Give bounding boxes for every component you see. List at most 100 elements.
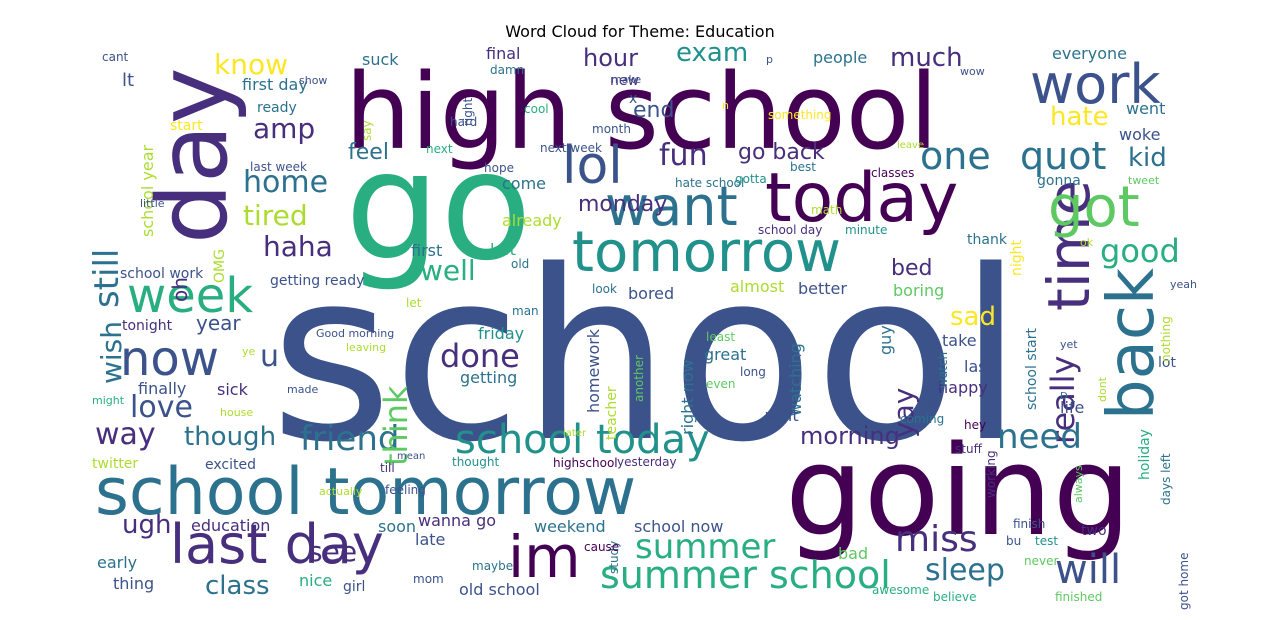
word-137: stuff <box>955 442 982 456</box>
word-43: see <box>308 535 358 568</box>
word-82: bored <box>628 284 675 303</box>
word-114: old school <box>459 580 540 599</box>
word-16: im <box>508 523 581 591</box>
word-115: bad <box>838 544 869 563</box>
word-67: start <box>170 118 203 134</box>
word-10: work <box>1030 53 1161 116</box>
word-19: summer school <box>600 553 891 597</box>
word-138: working <box>984 450 998 498</box>
word-185: little <box>140 197 165 210</box>
word-116: holiday <box>1137 429 1153 480</box>
word-172: say <box>360 120 374 141</box>
word-17: lol <box>562 136 623 196</box>
word-56: hour <box>583 44 638 72</box>
word-45: know <box>214 48 288 81</box>
word-27: sleep <box>925 553 1005 588</box>
word-140: hey <box>964 418 987 432</box>
word-191: might <box>92 394 125 407</box>
word-128: mom <box>413 572 444 586</box>
word-9: tomorrow <box>572 220 841 285</box>
word-112: weekend <box>534 517 606 536</box>
word-40: fun <box>659 138 708 173</box>
word-47: u <box>260 339 280 374</box>
word-71: everyone <box>1052 44 1127 63</box>
word-34: exam <box>676 38 749 68</box>
word-70: people <box>813 48 868 67</box>
word-139: always <box>1072 465 1085 503</box>
word-77: thank <box>967 232 1007 248</box>
word-120: test <box>1035 534 1059 548</box>
word-11: last day <box>170 513 384 576</box>
word-4: day <box>137 67 249 244</box>
word-5: school tomorrow <box>95 455 637 530</box>
word-29: done <box>440 337 520 375</box>
word-110: late <box>415 530 446 549</box>
word-122: never <box>1024 554 1059 568</box>
word-143: later <box>563 428 587 439</box>
word-20: quot <box>1020 134 1107 178</box>
word-147: watch <box>936 351 950 388</box>
word-124: finished <box>1055 590 1103 604</box>
word-183: cant <box>102 50 129 64</box>
word-38: haha <box>263 230 333 263</box>
word-148: least <box>706 330 736 344</box>
word-141: ill <box>928 399 937 410</box>
word-90: happy <box>938 378 988 397</box>
word-99: sick <box>217 380 248 399</box>
word-12: want <box>605 175 738 238</box>
word-58: go back <box>738 140 825 165</box>
word-109: soon <box>378 517 417 536</box>
word-121: bu <box>1006 534 1022 548</box>
word-176: make <box>611 73 642 86</box>
word-168: next <box>426 142 453 156</box>
word-101: life <box>1060 398 1085 417</box>
word-6: today <box>765 159 959 238</box>
word-187: leaving <box>346 341 387 354</box>
word-73: woke <box>1119 125 1161 144</box>
word-180: damn <box>490 63 525 77</box>
word-127: maybe <box>472 559 514 573</box>
word-25: need <box>997 417 1082 457</box>
word-117: days left <box>1159 453 1173 505</box>
word-108: girl <box>343 579 366 595</box>
word-107: nice <box>299 571 333 590</box>
word-98: finally <box>138 379 187 398</box>
word-103: twitter <box>92 456 139 472</box>
word-35: much <box>890 43 963 73</box>
word-13: got <box>1048 175 1140 240</box>
word-193: dont <box>1096 377 1109 402</box>
word-104: education <box>191 516 271 535</box>
word-157: school day <box>758 223 823 237</box>
word-84: school work <box>120 266 204 282</box>
word-142: coming <box>900 412 945 426</box>
word-81: better <box>798 279 847 298</box>
word-26: summer <box>635 527 776 567</box>
word-37: home <box>243 165 329 200</box>
word-166: hope <box>484 161 514 175</box>
word-86: friday <box>478 324 525 343</box>
word-14: now <box>120 331 220 387</box>
word-1: high school <box>345 51 939 173</box>
word-170: something <box>768 108 832 122</box>
word-196: ok <box>1080 236 1094 249</box>
word-75: tweet <box>1128 174 1160 187</box>
word-39: well <box>420 254 476 287</box>
word-175: new <box>610 73 639 89</box>
word-57: end <box>633 98 675 123</box>
word-94: right now <box>678 359 697 435</box>
word-100: wait <box>765 406 799 425</box>
word-131: thought <box>452 455 500 469</box>
word-48: ugh <box>122 510 172 540</box>
word-106: thing <box>113 574 155 593</box>
word-145: even <box>706 377 736 391</box>
word-66: ready <box>257 100 297 116</box>
word-197: actually <box>319 485 363 498</box>
word-198: D <box>1060 391 1068 402</box>
word-2: go <box>345 120 532 294</box>
word-160: gotta <box>735 172 767 186</box>
word-15: week <box>127 268 254 324</box>
word-144: another <box>632 355 646 402</box>
word-162: classes <box>871 166 915 180</box>
word-74: gonna <box>1037 173 1081 189</box>
